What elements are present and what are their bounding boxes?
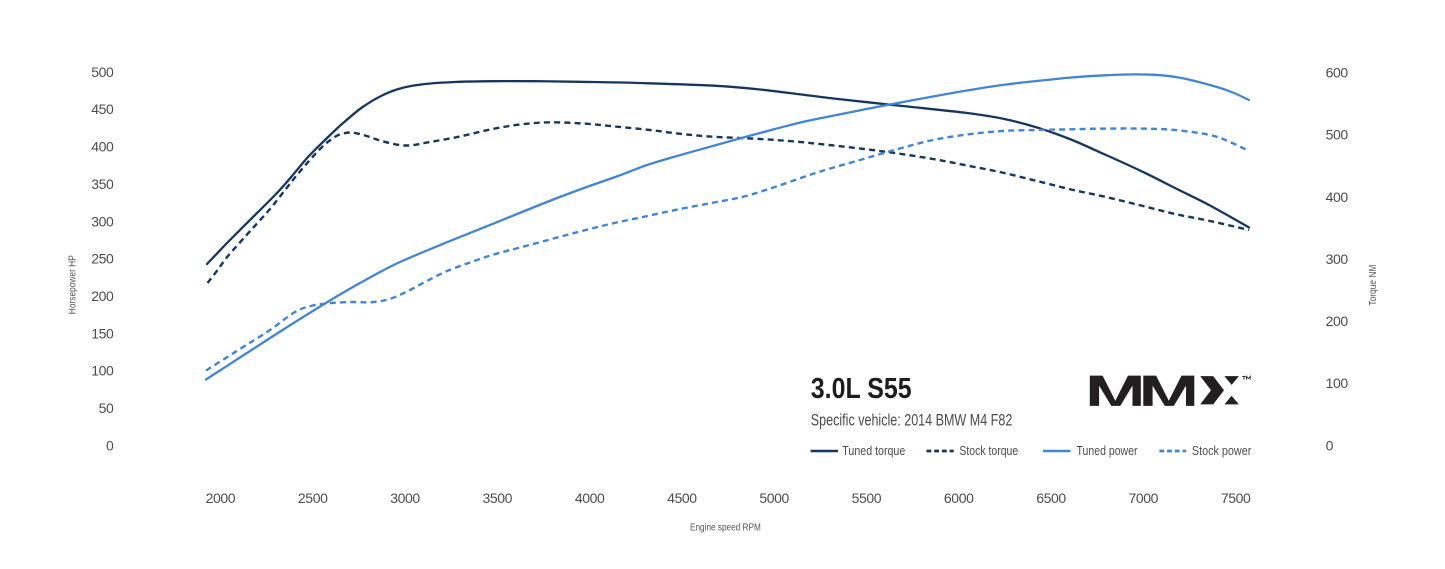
svg-text:4500: 4500 xyxy=(667,490,697,506)
svg-text:2500: 2500 xyxy=(298,490,328,506)
svg-text:0: 0 xyxy=(1326,437,1334,453)
svg-text:100: 100 xyxy=(1326,375,1349,391)
svg-text:6000: 6000 xyxy=(944,490,974,506)
svg-text:500: 500 xyxy=(91,64,114,80)
svg-text:Tuned power: Tuned power xyxy=(1077,444,1138,458)
svg-text:3500: 3500 xyxy=(483,490,513,506)
svg-text:2000: 2000 xyxy=(206,490,236,506)
svg-text:50: 50 xyxy=(99,400,114,416)
svg-text:7000: 7000 xyxy=(1129,490,1159,506)
svg-text:350: 350 xyxy=(91,176,114,192)
svg-text:Stock torque: Stock torque xyxy=(959,444,1018,458)
svg-text:6500: 6500 xyxy=(1036,490,1066,506)
svg-text:300: 300 xyxy=(91,213,114,229)
svg-text:Horsepower HP: Horsepower HP xyxy=(68,255,79,314)
svg-text:250: 250 xyxy=(91,251,114,267)
svg-text:3000: 3000 xyxy=(390,490,420,506)
svg-text:3.0L S55: 3.0L S55 xyxy=(811,373,912,405)
svg-text:Tuned torque: Tuned torque xyxy=(842,444,905,458)
svg-text:Torque NM: Torque NM xyxy=(1368,265,1379,306)
svg-text:Stock power: Stock power xyxy=(1192,444,1251,458)
svg-text:Specific vehicle: 2014 BMW M4: Specific vehicle: 2014 BMW M4 F82 xyxy=(811,412,1013,430)
svg-text:5500: 5500 xyxy=(852,490,882,506)
svg-text:5000: 5000 xyxy=(759,490,789,506)
svg-text:200: 200 xyxy=(91,288,114,304)
svg-text:Engine speed RPM: Engine speed RPM xyxy=(690,522,761,533)
svg-text:400: 400 xyxy=(91,139,114,155)
svg-text:7500: 7500 xyxy=(1221,490,1251,506)
svg-text:200: 200 xyxy=(1326,313,1349,329)
svg-text:500: 500 xyxy=(1326,127,1349,143)
svg-text:400: 400 xyxy=(1326,189,1349,205)
svg-text:300: 300 xyxy=(1326,251,1349,267)
svg-text:450: 450 xyxy=(91,101,114,117)
svg-text:4000: 4000 xyxy=(575,490,605,506)
svg-text:150: 150 xyxy=(91,325,114,341)
svg-text:600: 600 xyxy=(1326,65,1349,81)
svg-text:100: 100 xyxy=(91,363,114,379)
svg-text:0: 0 xyxy=(106,437,114,453)
